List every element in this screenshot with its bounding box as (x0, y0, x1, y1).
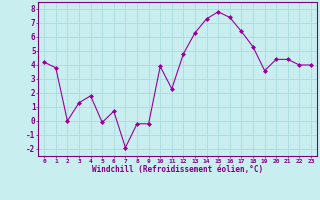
X-axis label: Windchill (Refroidissement éolien,°C): Windchill (Refroidissement éolien,°C) (92, 165, 263, 174)
